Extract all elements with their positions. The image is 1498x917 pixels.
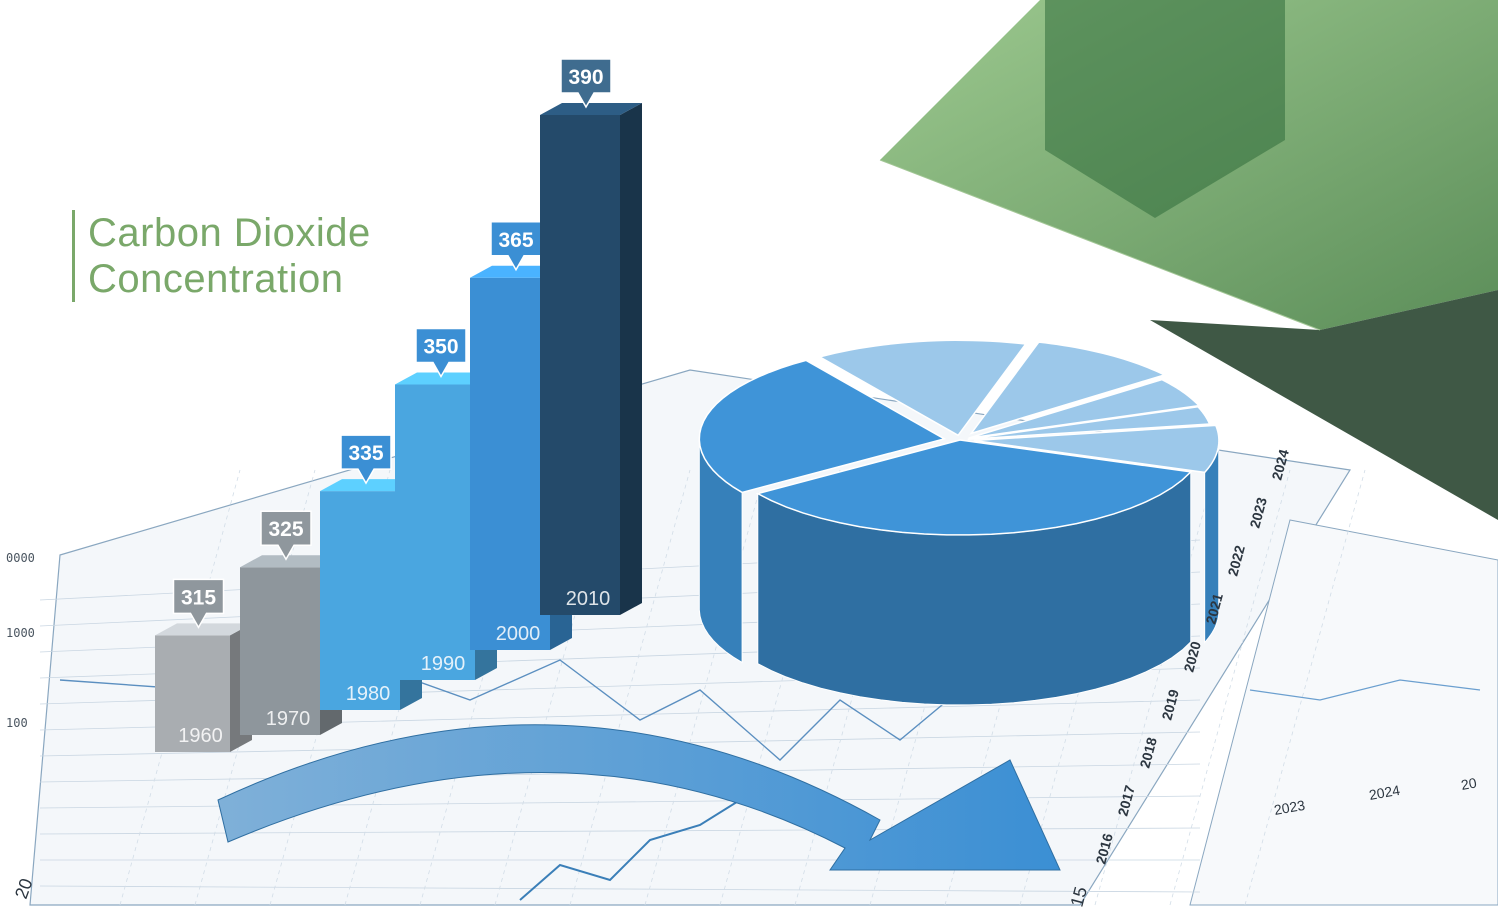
grid-line (1169, 469, 1291, 906)
grid-line (39, 885, 1201, 893)
right-axis-year-label: 2020 (1180, 639, 1204, 673)
pie-slice (755, 439, 1193, 706)
lower-right-year-label: 20 (1460, 774, 1478, 792)
green-edge (879, 159, 1321, 331)
bar-front (395, 384, 475, 680)
bar-front (320, 491, 400, 710)
green-cube (1045, 0, 1285, 218)
chart-title-line-1: Carbon Dioxide (88, 211, 371, 255)
lower-right-year-label: 2024 (1368, 782, 1402, 803)
chart-title-line-2: Concentration (88, 257, 344, 301)
bar-front (540, 115, 620, 615)
left-axis-tick-label: 1000 (6, 626, 35, 640)
pie-slice (698, 359, 947, 664)
grid-line (1094, 469, 1216, 906)
pie-slice-top (698, 359, 947, 494)
bar-category-label: 1960 (178, 725, 223, 747)
trend-arrow (217, 724, 1061, 871)
bar-value-callout (172, 578, 225, 629)
bar-value-callout (260, 510, 312, 561)
pie-slice-top (755, 439, 1193, 536)
right-axis-year-label: 2021 (1202, 591, 1226, 625)
right-axis-year-label: 2016 (1092, 831, 1116, 865)
pie-slice-top (973, 424, 1220, 474)
bar-category-label: 2000 (496, 623, 541, 645)
chart-title: Carbon Dioxide Concentration (88, 210, 371, 302)
lower-right-year-label: 2023 (1273, 797, 1307, 818)
pie-slice-top (969, 341, 1167, 435)
title-accent-bar (72, 210, 75, 302)
bar-side (620, 103, 642, 615)
background-axis-labels: 0000 1000 100 2016 2017 2018 2019 2020 2021 2022 2… (6, 447, 1478, 909)
pie-slice (969, 341, 1167, 435)
bar-front (240, 567, 320, 735)
bar-value-label: 335 (348, 442, 383, 465)
green-panel-shadow (1150, 290, 1498, 520)
background-line-series (1249, 679, 1481, 701)
bar-chart-3d: 1960 315 1970 325 1980 335 1990 350 2000 365 2010 3… (155, 58, 642, 752)
pie-slice-top (817, 339, 1028, 437)
pie-chart-3d (698, 339, 1220, 706)
right-axis-year-label: 2019 (1158, 687, 1182, 721)
left-axis-tick-label: 100 (6, 716, 28, 730)
bar-value-label: 315 (181, 586, 216, 609)
right-axis-year-label: 2024 (1268, 447, 1292, 481)
pie-slice (968, 378, 1201, 439)
bar-category-label: 1970 (266, 708, 311, 730)
graph-paper-sheet-right (1189, 519, 1498, 906)
bar-front (155, 635, 230, 752)
right-axis-year-label: 2022 (1224, 543, 1248, 577)
bar-value-label: 365 (498, 229, 533, 252)
bar-value-callout (560, 58, 612, 109)
bar-value-label: 390 (568, 66, 603, 89)
right-axis-year-label: 2017 (1114, 783, 1138, 817)
left-axis-tick-label: 0000 (6, 551, 35, 565)
pie-slice (817, 339, 1028, 437)
pie-slice-top (967, 405, 1211, 440)
pie-slice-top (968, 378, 1201, 439)
bar-category-label: 1980 (346, 683, 391, 705)
pie-slice (973, 424, 1220, 644)
green-cube-decoration (879, 0, 1498, 520)
bar-value-callout (415, 327, 467, 378)
bar-value-label: 325 (268, 518, 303, 541)
bar-value-label: 350 (423, 335, 458, 358)
bar-value-callout (340, 434, 392, 485)
bar: 2010 390 (540, 58, 642, 615)
right-axis-year-label: 2023 (1246, 495, 1270, 529)
bar-top (155, 623, 252, 636)
bar-top (540, 103, 642, 115)
trend-arrow-shape (217, 724, 1061, 871)
grid-line (644, 469, 766, 906)
grid-line (569, 469, 691, 906)
bar-category-label: 2010 (566, 588, 611, 610)
bar-top (240, 555, 342, 568)
right-axis-year-label: 2018 (1136, 735, 1160, 769)
bar-category-label: 1990 (421, 653, 466, 675)
pie-slice (967, 405, 1211, 440)
grid-line (1244, 469, 1366, 906)
bar-front (470, 277, 550, 650)
